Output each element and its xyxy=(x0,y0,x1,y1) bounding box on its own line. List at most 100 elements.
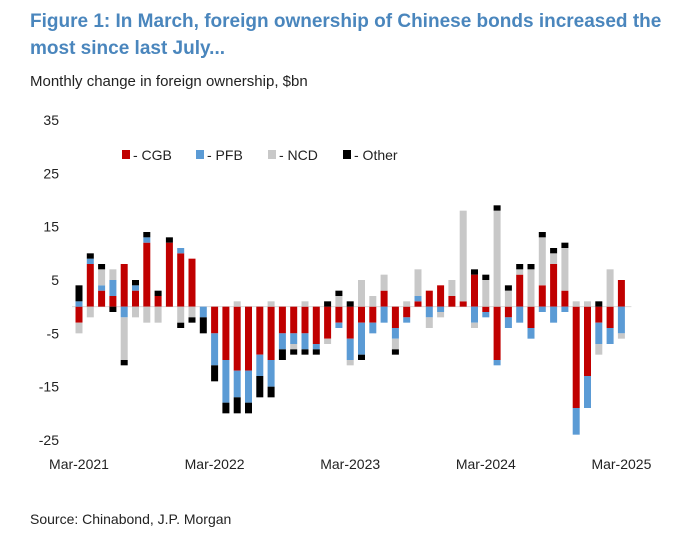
bar-ncd-may-2022 xyxy=(233,301,241,307)
y-tick-label: -25 xyxy=(39,432,59,448)
bar-pfb-feb-2024 xyxy=(471,306,478,323)
bar-ncd-aug-2022 xyxy=(267,301,275,307)
legend-label: - Other xyxy=(354,147,398,163)
bar-ncd-may-2021 xyxy=(98,269,106,286)
bar-cgb-feb-2025 xyxy=(606,306,614,328)
bar-ncd-jan-2024 xyxy=(459,210,467,302)
bar-ncd-apr-2021 xyxy=(86,306,94,318)
bar-ncd-may-2024 xyxy=(504,290,512,307)
bar-cgb-jun-2022 xyxy=(245,306,252,371)
bar-cgb-jul-2024 xyxy=(527,306,535,328)
bar-cgb-may-2024 xyxy=(504,306,512,318)
bar-other-sep-2022 xyxy=(278,349,286,360)
bar-other-sep-2024 xyxy=(550,248,558,254)
bar-cgb-oct-2021 xyxy=(154,296,162,307)
bar-cgb-dec-2022 xyxy=(312,306,320,344)
bar-ncd-apr-2023 xyxy=(358,280,365,307)
bar-cgb-sep-2022 xyxy=(278,306,286,334)
bar-pfb-dec-2022 xyxy=(312,344,320,350)
bar-other-aug-2021 xyxy=(132,280,139,286)
bar-other-jan-2025 xyxy=(595,301,603,307)
bar-pfb-oct-2024 xyxy=(561,306,569,312)
bar-other-jul-2023 xyxy=(391,349,399,355)
y-tick-label: -15 xyxy=(39,379,59,395)
bar-pfb-feb-2022 xyxy=(199,306,207,318)
x-tick-label: Mar-2024 xyxy=(456,456,516,472)
bar-ncd-dec-2024 xyxy=(584,301,591,307)
bar-other-oct-2022 xyxy=(290,349,298,355)
bar-ncd-jun-2023 xyxy=(380,274,388,291)
bar-pfb-feb-2023 xyxy=(335,322,343,328)
bar-cgb-sep-2024 xyxy=(550,264,558,307)
bar-ncd-feb-2024 xyxy=(471,322,478,328)
bar-other-feb-2022 xyxy=(199,317,207,334)
bar-ncd-apr-2024 xyxy=(493,210,501,307)
y-tick-label: 15 xyxy=(43,219,59,235)
bar-cgb-aug-2024 xyxy=(538,285,546,307)
bar-other-nov-2022 xyxy=(301,349,309,355)
bar-pfb-feb-2025 xyxy=(606,328,614,344)
bar-ncd-oct-2024 xyxy=(561,248,569,291)
bar-pfb-mar-2021 xyxy=(75,301,83,307)
bar-pfb-dec-2021 xyxy=(177,248,185,254)
bar-cgb-dec-2024 xyxy=(584,306,591,376)
bar-pfb-aug-2023 xyxy=(403,317,411,323)
bar-other-dec-2021 xyxy=(177,322,185,328)
bar-cgb-oct-2023 xyxy=(425,290,433,307)
bar-cgb-jan-2024 xyxy=(459,301,467,307)
bar-other-apr-2022 xyxy=(222,402,230,414)
bar-other-jan-2023 xyxy=(324,301,332,307)
bar-pfb-jul-2024 xyxy=(527,328,535,339)
bar-other-aug-2022 xyxy=(267,386,275,398)
bar-pfb-oct-2023 xyxy=(425,306,433,318)
bar-other-jun-2021 xyxy=(109,306,117,312)
bar-ncd-jun-2021 xyxy=(109,269,117,280)
x-axis: Mar-2021 Mar-2022 Mar-2023 Mar-2024 Mar-2025 xyxy=(49,456,652,472)
bar-pfb-mar-2024 xyxy=(482,312,490,318)
bar-other-feb-2024 xyxy=(471,269,478,275)
bar-pfb-may-2021 xyxy=(98,285,106,291)
bar-cgb-oct-2022 xyxy=(290,306,298,334)
bar-other-apr-2023 xyxy=(358,354,365,360)
bar-ncd-dec-2023 xyxy=(448,280,456,296)
bar-cgb-jan-2023 xyxy=(324,306,332,339)
bar-pfb-aug-2021 xyxy=(132,285,139,291)
bar-pfb-jan-2025 xyxy=(595,322,603,344)
bar-other-jul-2021 xyxy=(120,360,128,366)
bar-pfb-jun-2021 xyxy=(109,280,117,296)
bar-other-feb-2023 xyxy=(335,290,343,296)
bar-cgb-apr-2023 xyxy=(358,306,365,323)
bar-cgb-may-2023 xyxy=(369,306,377,323)
bar-cgb-sep-2021 xyxy=(143,242,151,307)
bar-cgb-nov-2023 xyxy=(437,285,445,307)
bar-other-may-2024 xyxy=(504,285,512,291)
x-tick-label: Mar-2022 xyxy=(185,456,245,472)
legend-swatch xyxy=(196,150,204,159)
bar-cgb-may-2021 xyxy=(98,290,106,307)
bar-pfb-nov-2022 xyxy=(301,333,309,350)
bar-ncd-aug-2021 xyxy=(132,306,139,318)
legend: - CGB - PFB - NCD - Other xyxy=(122,147,398,163)
bar-other-jan-2022 xyxy=(188,317,196,323)
bar-ncd-sep-2021 xyxy=(143,306,151,323)
bar-cgb-mar-2022 xyxy=(211,306,219,334)
bar-pfb-dec-2024 xyxy=(584,376,591,408)
bar-pfb-may-2022 xyxy=(233,370,241,398)
chart-subtitle: Monthly change in foreign ownership, $bn xyxy=(30,73,308,90)
bar-cgb-nov-2022 xyxy=(301,306,309,334)
legend-swatch xyxy=(268,150,276,159)
bar-other-dec-2022 xyxy=(312,349,320,355)
bar-pfb-apr-2023 xyxy=(358,322,365,355)
x-tick-label: Mar-2025 xyxy=(591,456,651,472)
bar-other-apr-2024 xyxy=(493,205,501,211)
y-tick-label: 5 xyxy=(51,272,59,288)
bars-layer xyxy=(72,205,632,435)
bar-pfb-jun-2022 xyxy=(245,370,252,403)
bar-pfb-oct-2022 xyxy=(290,333,298,344)
bar-ncd-oct-2023 xyxy=(425,317,433,328)
y-tick-label: 35 xyxy=(43,112,59,128)
bar-cgb-feb-2023 xyxy=(335,306,343,323)
bar-ncd-nov-2022 xyxy=(301,301,309,307)
bar-cgb-may-2022 xyxy=(233,306,241,371)
y-tick-label: -5 xyxy=(47,325,60,341)
